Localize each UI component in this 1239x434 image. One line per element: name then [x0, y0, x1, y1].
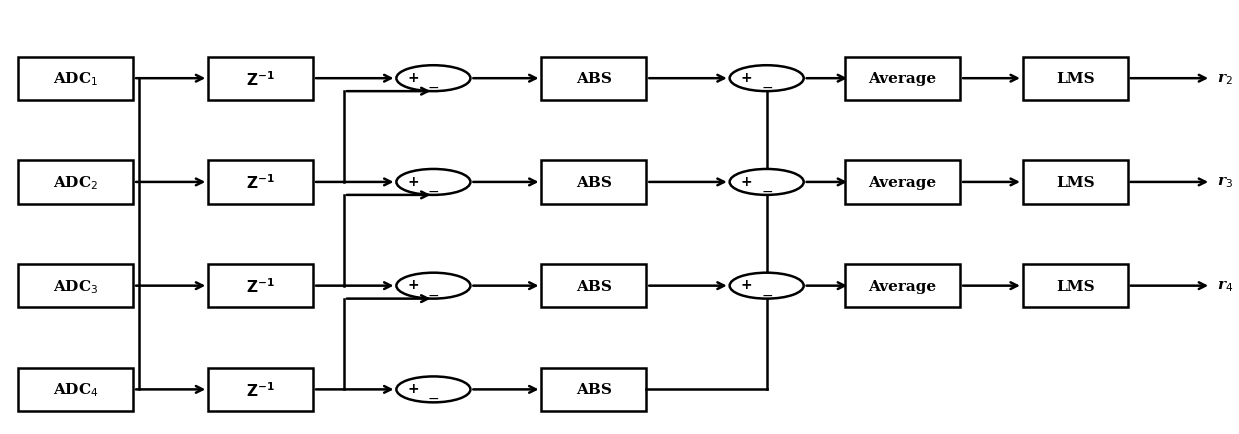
Text: $\mathbf{Z^{-1}}$: $\mathbf{Z^{-1}}$	[247, 276, 275, 295]
Text: +: +	[741, 174, 752, 188]
Text: Average: Average	[869, 175, 937, 190]
Text: $-$: $-$	[761, 287, 773, 301]
Text: ADC$_1$: ADC$_1$	[53, 70, 98, 88]
FancyBboxPatch shape	[541, 368, 647, 411]
Text: LMS: LMS	[1056, 175, 1094, 190]
FancyBboxPatch shape	[208, 264, 313, 308]
Text: ADC$_4$: ADC$_4$	[52, 381, 98, 398]
Circle shape	[730, 273, 804, 299]
FancyBboxPatch shape	[17, 368, 133, 411]
FancyBboxPatch shape	[541, 161, 647, 204]
Text: ADC$_3$: ADC$_3$	[53, 277, 98, 295]
FancyBboxPatch shape	[208, 57, 313, 101]
Text: +: +	[408, 278, 419, 292]
FancyBboxPatch shape	[1022, 57, 1127, 101]
Circle shape	[396, 377, 471, 402]
Text: LMS: LMS	[1056, 72, 1094, 86]
Circle shape	[730, 66, 804, 92]
FancyBboxPatch shape	[1022, 264, 1127, 308]
Circle shape	[396, 66, 471, 92]
Text: $-$: $-$	[761, 183, 773, 197]
Circle shape	[396, 273, 471, 299]
FancyBboxPatch shape	[208, 161, 313, 204]
FancyBboxPatch shape	[208, 368, 313, 411]
Text: LMS: LMS	[1056, 279, 1094, 293]
Text: $\mathbf{Z^{-1}}$: $\mathbf{Z^{-1}}$	[247, 380, 275, 399]
FancyBboxPatch shape	[845, 57, 960, 101]
Text: +: +	[741, 278, 752, 292]
FancyBboxPatch shape	[845, 264, 960, 308]
Text: Average: Average	[869, 72, 937, 86]
Text: $-$: $-$	[427, 183, 440, 197]
Text: $-$: $-$	[427, 80, 440, 94]
FancyBboxPatch shape	[17, 57, 133, 101]
Text: r$_4$: r$_4$	[1217, 279, 1234, 293]
Text: ABS: ABS	[576, 279, 612, 293]
Text: $-$: $-$	[427, 287, 440, 301]
Text: ADC$_2$: ADC$_2$	[53, 174, 98, 191]
FancyBboxPatch shape	[17, 161, 133, 204]
Text: $-$: $-$	[761, 80, 773, 94]
FancyBboxPatch shape	[17, 264, 133, 308]
Circle shape	[396, 170, 471, 195]
Text: ABS: ABS	[576, 72, 612, 86]
Text: ABS: ABS	[576, 382, 612, 397]
FancyBboxPatch shape	[541, 264, 647, 308]
Text: r$_3$: r$_3$	[1217, 175, 1233, 190]
FancyBboxPatch shape	[845, 161, 960, 204]
FancyBboxPatch shape	[1022, 161, 1127, 204]
Text: +: +	[741, 71, 752, 85]
Text: $\mathbf{Z^{-1}}$: $\mathbf{Z^{-1}}$	[247, 173, 275, 192]
Text: ABS: ABS	[576, 175, 612, 190]
Text: +: +	[408, 71, 419, 85]
Text: Average: Average	[869, 279, 937, 293]
Text: $\mathbf{Z^{-1}}$: $\mathbf{Z^{-1}}$	[247, 70, 275, 89]
Text: r$_2$: r$_2$	[1217, 72, 1233, 86]
Text: +: +	[408, 174, 419, 188]
Text: +: +	[408, 381, 419, 395]
Text: $-$: $-$	[427, 390, 440, 404]
FancyBboxPatch shape	[541, 57, 647, 101]
Circle shape	[730, 170, 804, 195]
